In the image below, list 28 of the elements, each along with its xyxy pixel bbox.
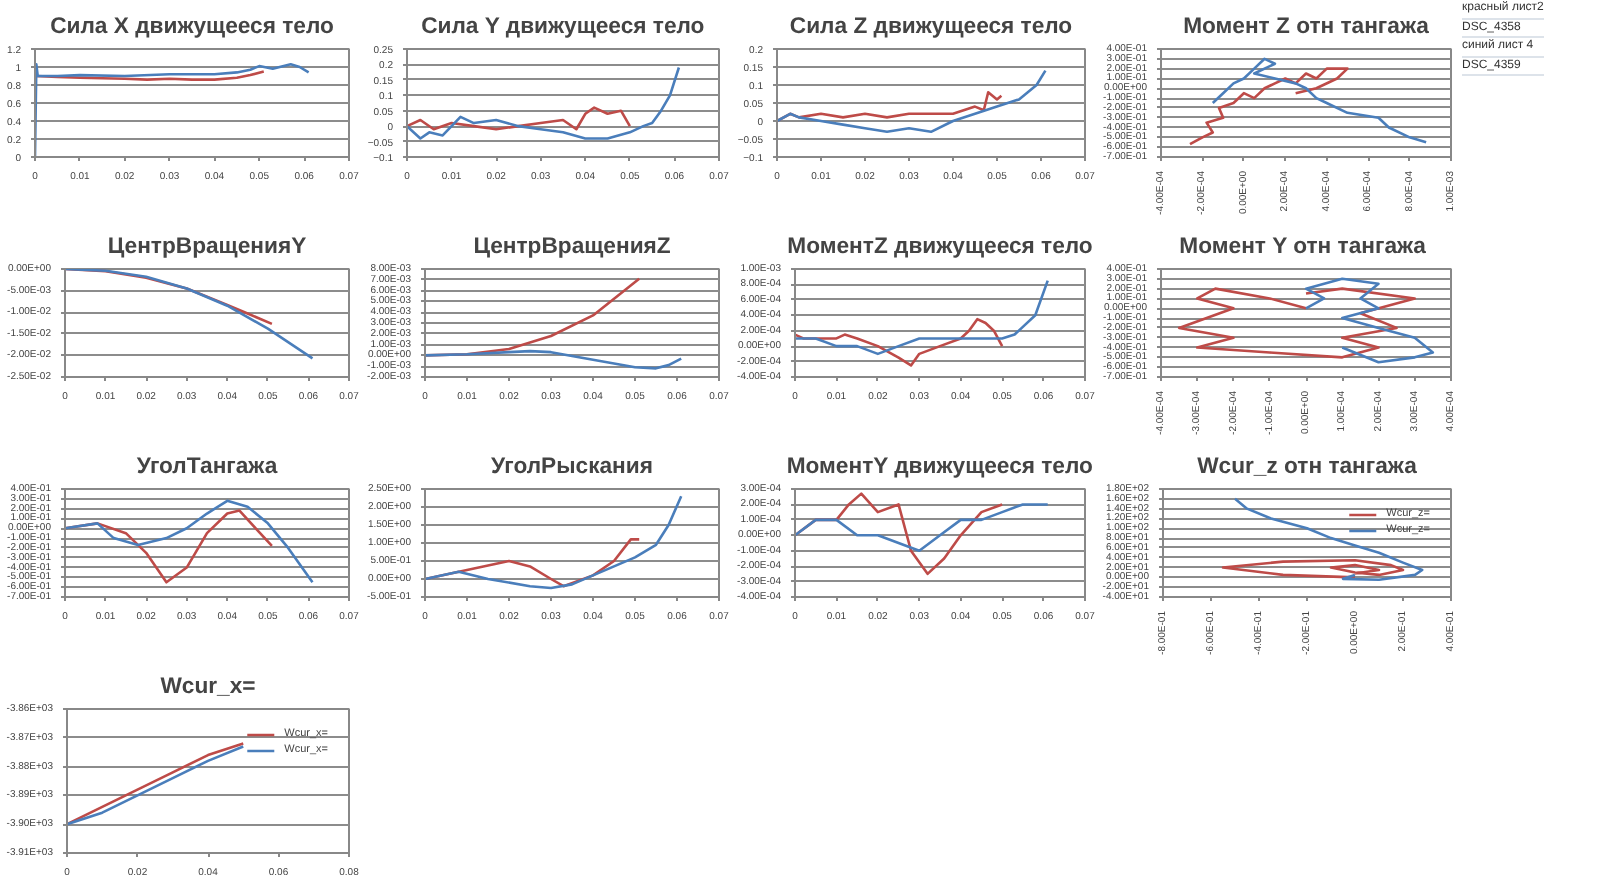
chart-title: Момент Z отн тангажа [1183, 15, 1431, 39]
line-series [407, 66, 681, 140]
line-series [425, 494, 683, 590]
line-series [407, 106, 632, 131]
line-series [1177, 287, 1417, 359]
line-series [1211, 57, 1428, 144]
line-series [65, 499, 314, 584]
chart-title: Сила X движущееся тело [50, 15, 334, 39]
line-series [1221, 558, 1405, 579]
chart-title: ЦентрВращенияY [107, 235, 308, 259]
line-series [777, 69, 1047, 134]
chart-title: ЦентрВращенияZ [473, 235, 671, 259]
chart-title: Момент Y отн тангажа [1179, 235, 1428, 259]
chart-title: УголРыскания [491, 455, 653, 479]
chart-title: Сила Y движущееся тело [421, 15, 705, 39]
line-series [795, 279, 1050, 356]
chart-title: МоментZ движущееся тело [787, 235, 1093, 259]
line-series [1304, 277, 1435, 364]
line-series [1188, 67, 1349, 146]
chart-title: Wcur_z отн тангажа [1197, 455, 1419, 479]
chart-title: Сила Z движущееся тело [789, 15, 1073, 39]
line-series [795, 317, 1004, 367]
line-series [425, 349, 683, 370]
line-series [65, 269, 314, 360]
chart-title: УголТангажа [136, 455, 279, 479]
chart-title: Wcur_x= [160, 675, 257, 699]
chart-title: МоментY движущееся тело [786, 455, 1094, 479]
line-series [795, 503, 1050, 553]
